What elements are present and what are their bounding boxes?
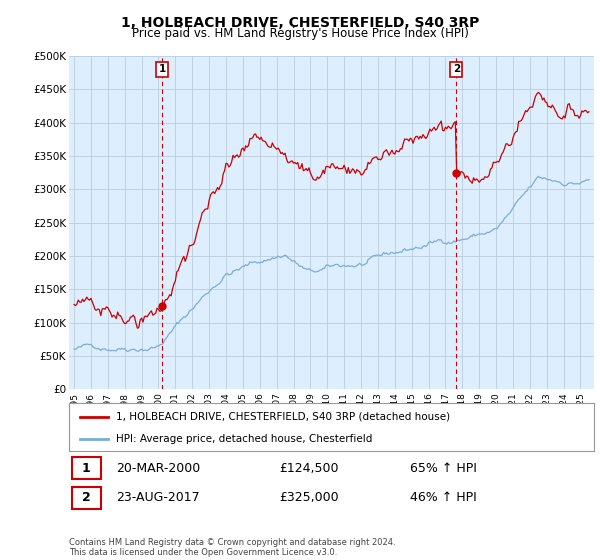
Text: £325,000: £325,000 bbox=[279, 491, 338, 504]
Text: £124,500: £124,500 bbox=[279, 462, 338, 475]
Text: Contains HM Land Registry data © Crown copyright and database right 2024.
This d: Contains HM Land Registry data © Crown c… bbox=[69, 538, 395, 557]
Text: 1, HOLBEACH DRIVE, CHESTERFIELD, S40 3RP (detached house): 1, HOLBEACH DRIVE, CHESTERFIELD, S40 3RP… bbox=[116, 412, 451, 422]
FancyBboxPatch shape bbox=[71, 487, 101, 509]
FancyBboxPatch shape bbox=[71, 457, 101, 479]
Text: 2: 2 bbox=[82, 491, 91, 504]
Text: 23-AUG-2017: 23-AUG-2017 bbox=[116, 491, 200, 504]
Text: 1: 1 bbox=[82, 462, 91, 475]
Text: 1, HOLBEACH DRIVE, CHESTERFIELD, S40 3RP: 1, HOLBEACH DRIVE, CHESTERFIELD, S40 3RP bbox=[121, 16, 479, 30]
Text: HPI: Average price, detached house, Chesterfield: HPI: Average price, detached house, Ches… bbox=[116, 434, 373, 444]
Text: 20-MAR-2000: 20-MAR-2000 bbox=[116, 462, 200, 475]
Text: Price paid vs. HM Land Registry's House Price Index (HPI): Price paid vs. HM Land Registry's House … bbox=[131, 27, 469, 40]
Text: 1: 1 bbox=[158, 64, 166, 74]
Text: 46% ↑ HPI: 46% ↑ HPI bbox=[410, 491, 477, 504]
Text: 2: 2 bbox=[452, 64, 460, 74]
Text: 65% ↑ HPI: 65% ↑ HPI bbox=[410, 462, 477, 475]
